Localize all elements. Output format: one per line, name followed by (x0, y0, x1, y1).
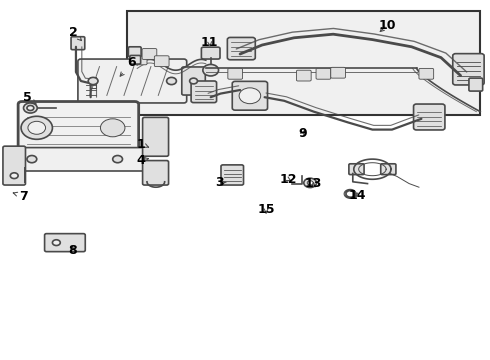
Circle shape (27, 156, 37, 163)
Circle shape (88, 77, 98, 85)
Circle shape (203, 64, 219, 76)
FancyBboxPatch shape (296, 70, 311, 81)
FancyBboxPatch shape (18, 102, 139, 154)
Text: 7: 7 (13, 190, 28, 203)
Text: 3: 3 (215, 176, 226, 189)
FancyBboxPatch shape (71, 37, 85, 50)
Text: 13: 13 (305, 177, 322, 190)
Circle shape (10, 173, 18, 179)
Circle shape (28, 121, 46, 134)
FancyBboxPatch shape (143, 161, 169, 185)
Text: 9: 9 (298, 127, 307, 140)
Text: 4: 4 (137, 154, 148, 167)
Circle shape (239, 88, 261, 104)
FancyBboxPatch shape (143, 117, 169, 156)
FancyBboxPatch shape (331, 67, 345, 78)
FancyBboxPatch shape (142, 49, 157, 59)
FancyBboxPatch shape (132, 54, 147, 65)
FancyBboxPatch shape (227, 37, 255, 60)
Text: 6: 6 (120, 57, 136, 76)
FancyBboxPatch shape (419, 68, 434, 79)
FancyBboxPatch shape (130, 55, 141, 64)
FancyBboxPatch shape (381, 164, 396, 175)
FancyBboxPatch shape (228, 68, 243, 79)
Text: 8: 8 (68, 244, 77, 257)
Circle shape (21, 116, 52, 139)
Text: 12: 12 (279, 173, 297, 186)
Circle shape (52, 240, 60, 246)
FancyBboxPatch shape (78, 59, 187, 103)
FancyBboxPatch shape (191, 81, 217, 103)
FancyBboxPatch shape (128, 47, 141, 57)
Text: 11: 11 (201, 36, 219, 49)
Circle shape (307, 181, 313, 185)
FancyBboxPatch shape (316, 68, 331, 79)
Circle shape (167, 77, 176, 85)
Text: 2: 2 (69, 26, 81, 41)
FancyBboxPatch shape (221, 165, 244, 185)
Circle shape (190, 78, 197, 84)
FancyBboxPatch shape (182, 67, 205, 95)
Text: 15: 15 (257, 203, 275, 216)
FancyBboxPatch shape (453, 54, 484, 85)
FancyBboxPatch shape (45, 234, 85, 252)
FancyBboxPatch shape (414, 104, 445, 130)
Circle shape (100, 119, 125, 137)
FancyBboxPatch shape (349, 164, 364, 175)
FancyBboxPatch shape (154, 56, 169, 67)
Circle shape (27, 105, 34, 111)
Circle shape (113, 156, 122, 163)
FancyBboxPatch shape (15, 148, 145, 171)
Text: 1: 1 (137, 138, 148, 150)
Text: 10: 10 (378, 19, 396, 32)
Text: 5: 5 (23, 91, 36, 104)
Text: 14: 14 (349, 189, 367, 202)
Circle shape (24, 103, 37, 113)
Circle shape (304, 178, 317, 188)
FancyBboxPatch shape (201, 47, 220, 59)
FancyBboxPatch shape (469, 78, 483, 91)
Bar (127, 11, 480, 115)
FancyBboxPatch shape (232, 81, 268, 110)
FancyBboxPatch shape (3, 146, 25, 185)
